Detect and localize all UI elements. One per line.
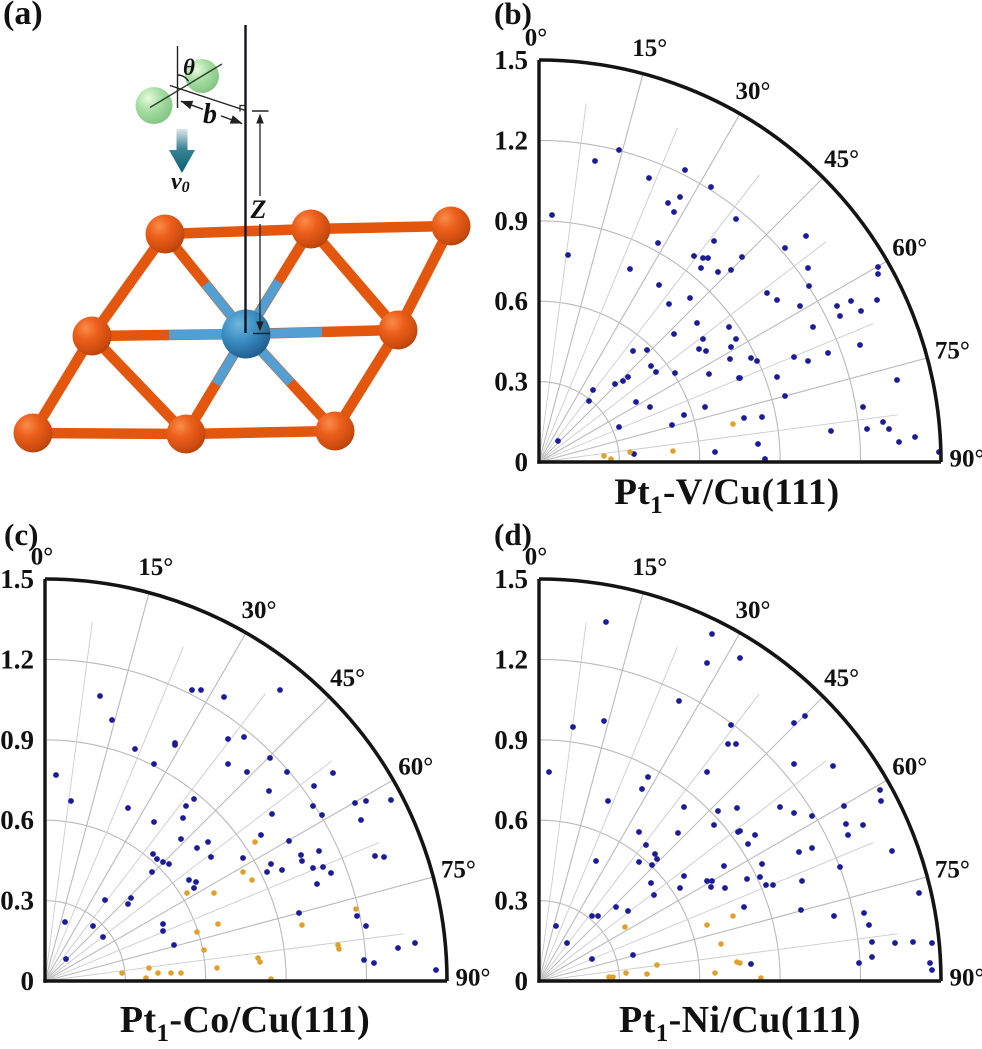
svg-text:0°: 0°: [525, 544, 548, 571]
svg-text:30°: 30°: [242, 597, 277, 624]
svg-text:0.9: 0.9: [494, 725, 528, 755]
svg-text:75°: 75°: [441, 857, 476, 884]
svg-text:1.2: 1.2: [494, 644, 528, 674]
svg-text:15°: 15°: [632, 554, 667, 581]
svg-text:Pt1-Ni/Cu(111): Pt1-Ni/Cu(111): [619, 999, 861, 1044]
svg-text:30°: 30°: [736, 78, 771, 105]
svg-text:0.6: 0.6: [494, 805, 528, 835]
svg-text:1.5: 1.5: [494, 45, 528, 75]
svg-text:0.3: 0.3: [0, 886, 34, 916]
svg-text:45°: 45°: [330, 665, 365, 692]
svg-text:90°: 90°: [456, 965, 491, 992]
svg-text:1.2: 1.2: [494, 125, 528, 155]
svg-text:0°: 0°: [31, 544, 54, 571]
svg-text:90°: 90°: [950, 965, 982, 992]
svg-text:θ: θ: [183, 55, 195, 80]
svg-text:1.5: 1.5: [0, 564, 34, 594]
svg-text:v0: v0: [171, 169, 190, 196]
svg-text:0.9: 0.9: [0, 725, 34, 755]
svg-text:15°: 15°: [632, 35, 667, 62]
svg-text:75°: 75°: [935, 338, 970, 365]
svg-text:0: 0: [515, 447, 529, 477]
svg-text:0.6: 0.6: [494, 286, 528, 316]
svg-text:60°: 60°: [398, 754, 433, 781]
svg-text:75°: 75°: [935, 857, 970, 884]
svg-text:60°: 60°: [892, 754, 927, 781]
svg-text:1.2: 1.2: [0, 644, 34, 674]
svg-text:0°: 0°: [525, 25, 548, 52]
svg-text:b: b: [203, 99, 217, 130]
svg-text:0.9: 0.9: [494, 206, 528, 236]
svg-text:1.5: 1.5: [494, 564, 528, 594]
svg-text:15°: 15°: [138, 554, 173, 581]
svg-text:0.3: 0.3: [494, 367, 528, 397]
svg-text:30°: 30°: [736, 597, 771, 624]
svg-text:60°: 60°: [892, 235, 927, 262]
svg-text:0: 0: [21, 966, 35, 996]
svg-text:Pt1-Co/Cu(111): Pt1-Co/Cu(111): [120, 999, 370, 1044]
svg-text:45°: 45°: [824, 146, 859, 173]
svg-text:0: 0: [515, 966, 529, 996]
svg-text:(a): (a): [3, 0, 43, 32]
svg-text:90°: 90°: [950, 446, 982, 473]
svg-text:0.3: 0.3: [494, 886, 528, 916]
svg-text:Pt1-V/Cu(111): Pt1-V/Cu(111): [614, 472, 839, 519]
svg-text:45°: 45°: [824, 665, 859, 692]
svg-text:0.6: 0.6: [0, 805, 34, 835]
svg-text:Z: Z: [250, 195, 267, 224]
